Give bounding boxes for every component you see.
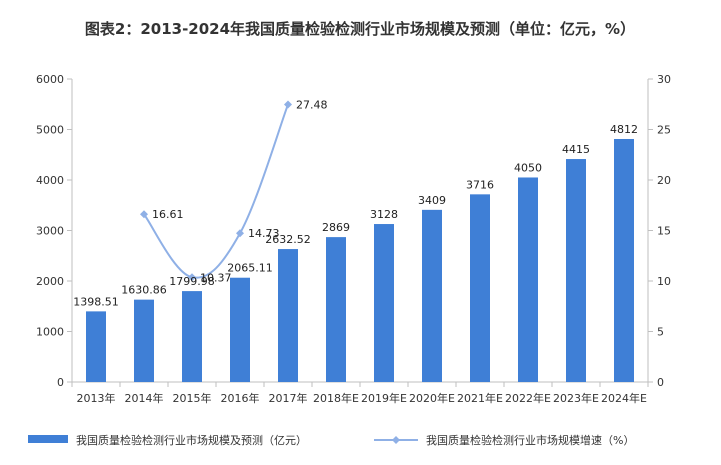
- left-axis-tick-label: 1000: [36, 326, 64, 339]
- bars-group: [86, 138, 634, 382]
- growth-value-label: 10.37: [200, 271, 232, 284]
- bar: [374, 224, 394, 382]
- right-axis-tick-label: 15: [657, 225, 671, 238]
- chart-title: 图表2：2013-2024年我国质量检验检测行业市场规模及预测（单位：亿元，%）: [85, 20, 635, 38]
- right-axis-tick-label: 0: [657, 376, 664, 389]
- growth-line-marker: [236, 229, 244, 238]
- left-axis-tick-label: 5000: [36, 124, 64, 137]
- legend-line-marker: [392, 436, 400, 444]
- bar: [326, 237, 346, 382]
- axes: 0 1000 2000 3000 4000 5000 6000 0 5 10 15 20 25 30 201…: [36, 73, 671, 405]
- x-axis-tick-label: 2013年: [77, 391, 116, 405]
- legend: 我国质量检验检测行业市场规模及预测（亿元） 我国质量检验检测行业市场规模增速（%…: [28, 433, 634, 447]
- growth-value-label: 14.73: [248, 227, 280, 240]
- x-axis-tick-label: 2022年E: [505, 391, 551, 405]
- bar-value-label: 3409: [418, 194, 446, 207]
- x-axis-tick-label: 2021年E: [457, 391, 503, 405]
- right-axis-tick-label: 10: [657, 275, 671, 288]
- bar-value-label: 2632.52: [265, 233, 311, 246]
- x-axis-tick-label: 2017年: [269, 391, 308, 405]
- x-axis-tick-label: 2014年: [125, 391, 164, 405]
- growth-value-label: 16.61: [152, 208, 184, 221]
- legend-bar-swatch: [28, 435, 68, 443]
- bar-value-label: 2065.11: [227, 262, 273, 275]
- bar-value-label: 1799.98: [169, 275, 215, 288]
- x-axis-tick-label: 2024年E: [601, 391, 647, 405]
- right-axis-tick-label: 20: [657, 174, 671, 187]
- x-axis-tick-label: 2016年: [221, 391, 260, 405]
- x-axis-tick-label: 2020年E: [409, 391, 455, 405]
- growth-line: [143, 104, 289, 279]
- x-axis-tick-label: 2015年: [173, 391, 212, 405]
- growth-value-label: 27.48: [296, 98, 328, 111]
- legend-line-label: 我国质量检验检测行业市场规模增速（%）: [426, 433, 634, 447]
- right-axis-tick-label: 25: [657, 124, 671, 137]
- growth-line-marker: [188, 273, 196, 282]
- left-axis-tick-label: 4000: [36, 174, 64, 187]
- growth-line-group: [140, 100, 292, 282]
- bar-value-label: 4415: [562, 143, 590, 156]
- left-axis-tick-label: 2000: [36, 275, 64, 288]
- bar: [278, 249, 298, 382]
- x-axis-tick-label: 2023年E: [553, 391, 599, 405]
- right-axis-tick-label: 30: [657, 73, 671, 86]
- bar: [182, 291, 202, 382]
- bar-value-label: 3716: [466, 178, 494, 191]
- bar: [614, 138, 634, 382]
- bar: [518, 177, 538, 382]
- growth-line-marker: [140, 210, 148, 219]
- legend-bar-label: 我国质量检验检测行业市场规模及预测（亿元）: [76, 433, 307, 447]
- bar: [470, 194, 490, 382]
- bar-value-label: 4812: [610, 123, 638, 136]
- left-axis-tick-label: 0: [57, 376, 64, 389]
- x-axis-tick-label: 2018年E: [313, 391, 359, 405]
- bar: [422, 209, 442, 382]
- growth-line-marker: [284, 100, 292, 109]
- right-axis-tick-label: 5: [657, 326, 664, 339]
- bar-value-label: 2869: [322, 221, 350, 234]
- x-axis-tick-label: 2019年E: [361, 391, 407, 405]
- left-axis-tick-label: 3000: [36, 225, 64, 238]
- left-axis-tick-label: 6000: [36, 73, 64, 86]
- bar-value-label: 4050: [514, 161, 542, 174]
- bar-value-label: 1398.51: [73, 295, 119, 308]
- bar: [230, 277, 250, 382]
- bar: [134, 299, 154, 382]
- bar: [566, 159, 586, 382]
- bar-value-label: 3128: [370, 208, 398, 221]
- bar: [86, 311, 106, 382]
- bar-value-label: 1630.86: [121, 284, 167, 297]
